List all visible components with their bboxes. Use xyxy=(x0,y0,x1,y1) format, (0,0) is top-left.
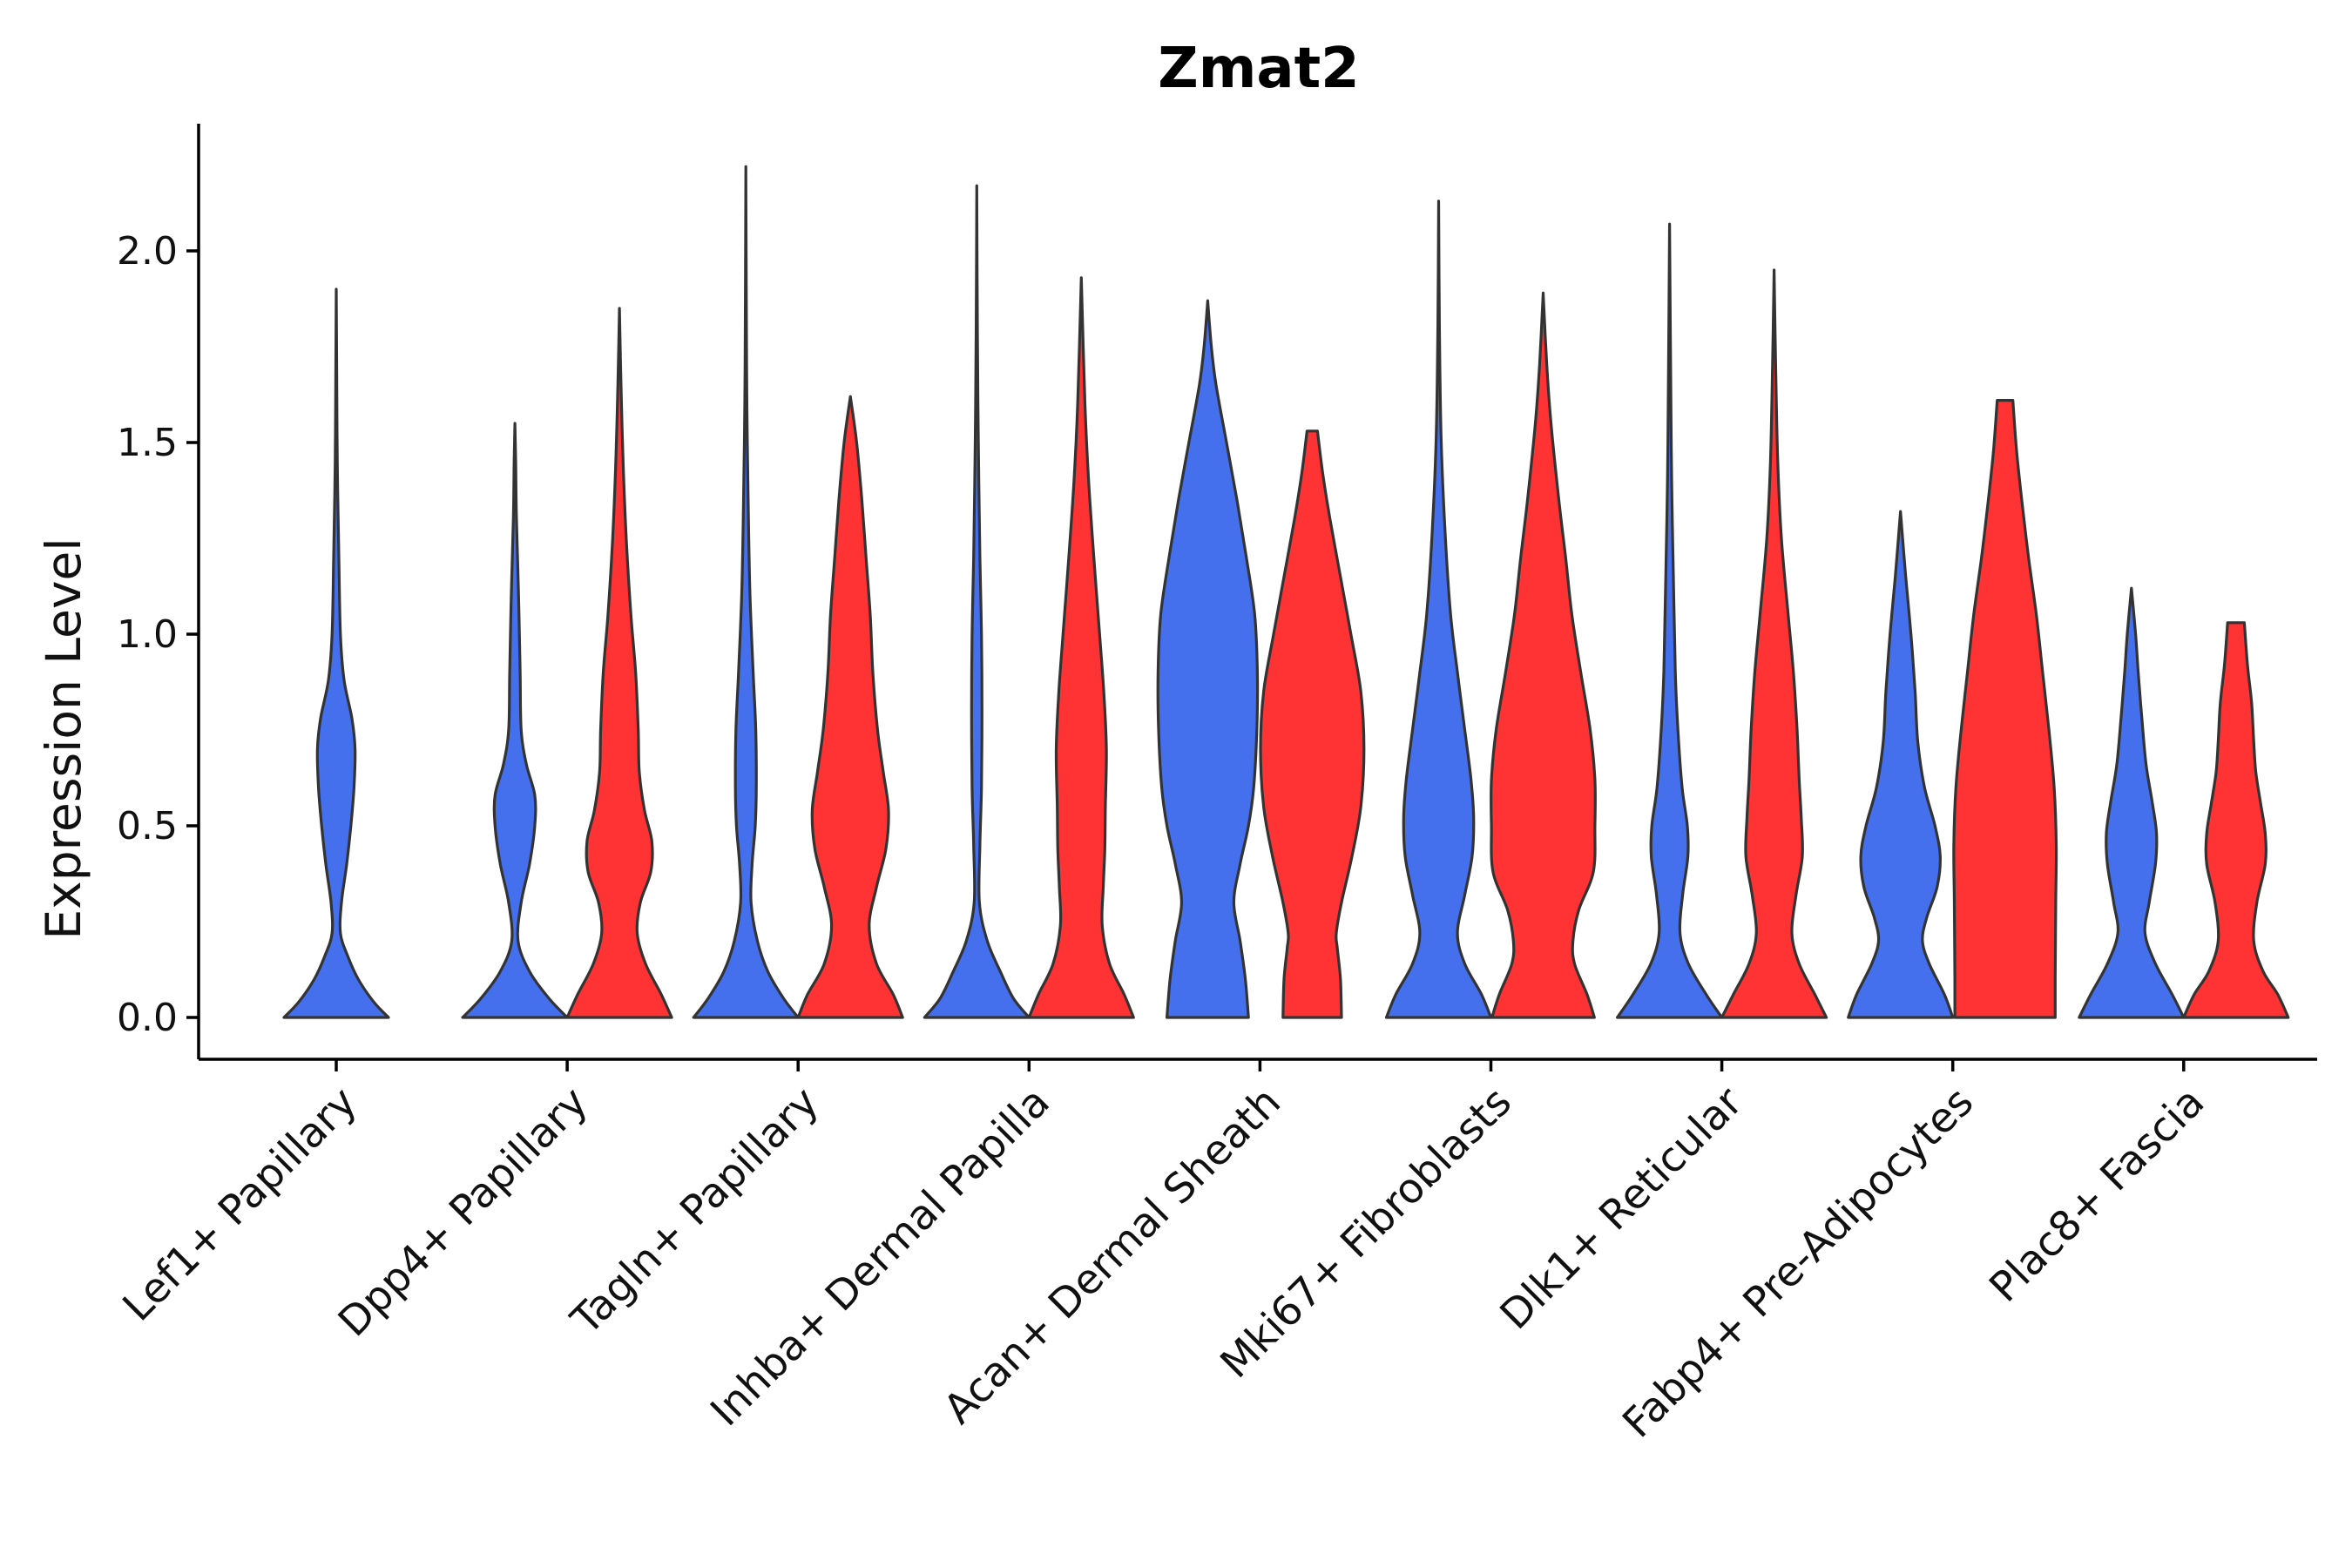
violin-group-1-dlk1-reticular xyxy=(1616,222,1724,1019)
x-tick-label: Dlk1+ Reticular xyxy=(1491,1078,1753,1339)
violin-group-2-dlk1-reticular xyxy=(1720,268,1828,1019)
violin-group-2-inhba-dermal-papilla xyxy=(1027,276,1135,1019)
violin-group-2-mki67-fibroblasts xyxy=(1490,291,1597,1019)
y-tick-label: 1.5 xyxy=(117,421,178,465)
y-axis-title: Expression Level xyxy=(36,537,91,939)
violin-group-2-plac8-fascia xyxy=(2182,621,2290,1019)
violin-group-1-mki67-fibroblasts xyxy=(1384,199,1493,1019)
x-tick-label: Lef1+ Papillary xyxy=(114,1078,367,1331)
y-tick-label: 0.0 xyxy=(117,996,178,1040)
violin-group-2-fabp4-pre-adipocytes xyxy=(1952,399,2058,1019)
violin-group-1-tagln-papillary xyxy=(692,165,800,1019)
y-tick-label: 0.5 xyxy=(117,804,178,848)
x-tick-label: Tagln+ Papillary xyxy=(562,1078,828,1345)
violin-group-1-acan-dermal-sheath xyxy=(1156,299,1260,1019)
violin-group-1-plac8-fascia xyxy=(2078,586,2186,1019)
violin-group-2-tagln-papillary xyxy=(796,395,904,1019)
violin-group-2-acan-dermal-sheath xyxy=(1259,429,1366,1019)
x-tick-label: Plac8+ Fascia xyxy=(1980,1078,2213,1312)
y-tick-label: 2.0 xyxy=(117,229,178,274)
violin-group-1-fabp4-pre-adipocytes xyxy=(1847,510,1955,1019)
violin-group-2-dpp4-papillary xyxy=(565,307,673,1019)
chart-title: Zmat2 xyxy=(1158,37,1359,101)
x-tick-label: Dpp4+ Papillary xyxy=(329,1078,598,1347)
y-tick-label: 1.0 xyxy=(117,612,178,657)
violin-group-1-lef1-papillary xyxy=(282,287,390,1019)
violin-group-1-inhba-dermal-papilla xyxy=(923,184,1031,1019)
violins-layer xyxy=(282,165,2290,1019)
violin-group-1-dpp4-papillary xyxy=(461,422,569,1019)
